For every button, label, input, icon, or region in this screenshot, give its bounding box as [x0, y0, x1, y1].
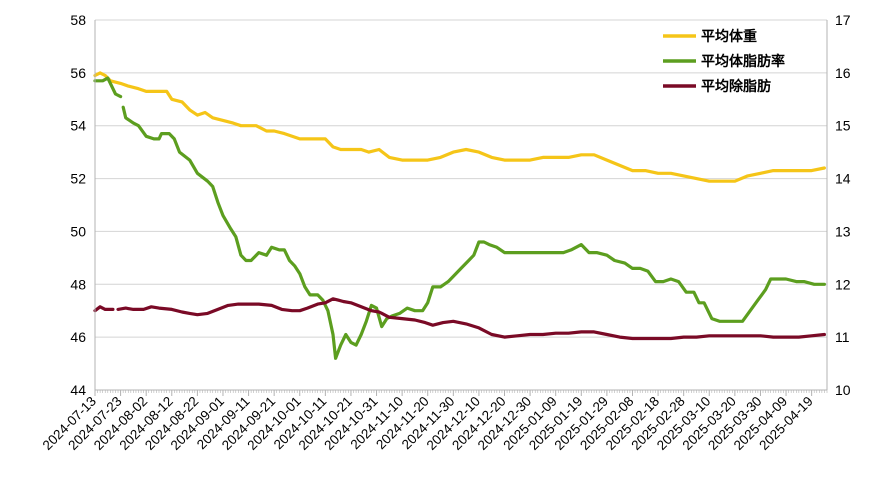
- legend-label-1: 平均体脂肪率: [701, 53, 785, 69]
- y-tick-label-right-7: 17: [835, 12, 851, 28]
- legend-label-2: 平均除脂肪: [701, 78, 771, 94]
- y-tick-label-right-2: 12: [835, 276, 851, 292]
- series-line-0: [93, 71, 826, 183]
- y-tick-label-right-4: 14: [835, 171, 851, 187]
- series-line-2: [93, 297, 826, 341]
- y-tick-label-right-6: 16: [835, 65, 851, 81]
- y-axis-left-ticks: 44 46 48 50 52 54 56 58: [70, 12, 86, 398]
- legend-label-0: 平均体重: [701, 28, 757, 44]
- x-axis-ticks: 2024-07-132024-07-232024-08-022024-08-12…: [40, 390, 828, 453]
- y-tick-label-left-5: 54: [70, 118, 86, 134]
- y-tick-label-left-6: 56: [70, 65, 86, 81]
- y-tick-label-left-3: 50: [70, 223, 86, 239]
- y-tick-label-right-1: 11: [835, 329, 850, 345]
- y-tick-label-left-1: 46: [70, 329, 86, 345]
- y-tick-label-right-5: 15: [835, 118, 851, 134]
- y-tick-label-left-4: 52: [70, 171, 86, 187]
- y-tick-label-left-2: 48: [70, 276, 86, 292]
- y-tick-label-left-7: 58: [70, 12, 86, 28]
- series-layer: [93, 71, 826, 360]
- y-tick-label-left-0: 44: [70, 382, 86, 398]
- gridlines: [95, 19, 827, 391]
- series-line-1: [93, 76, 826, 360]
- y-axis-right-ticks: 10 11 12 13 14 15 16 17: [835, 12, 851, 398]
- y-tick-label-right-0: 10: [835, 382, 851, 398]
- y-tick-label-right-3: 13: [835, 223, 851, 239]
